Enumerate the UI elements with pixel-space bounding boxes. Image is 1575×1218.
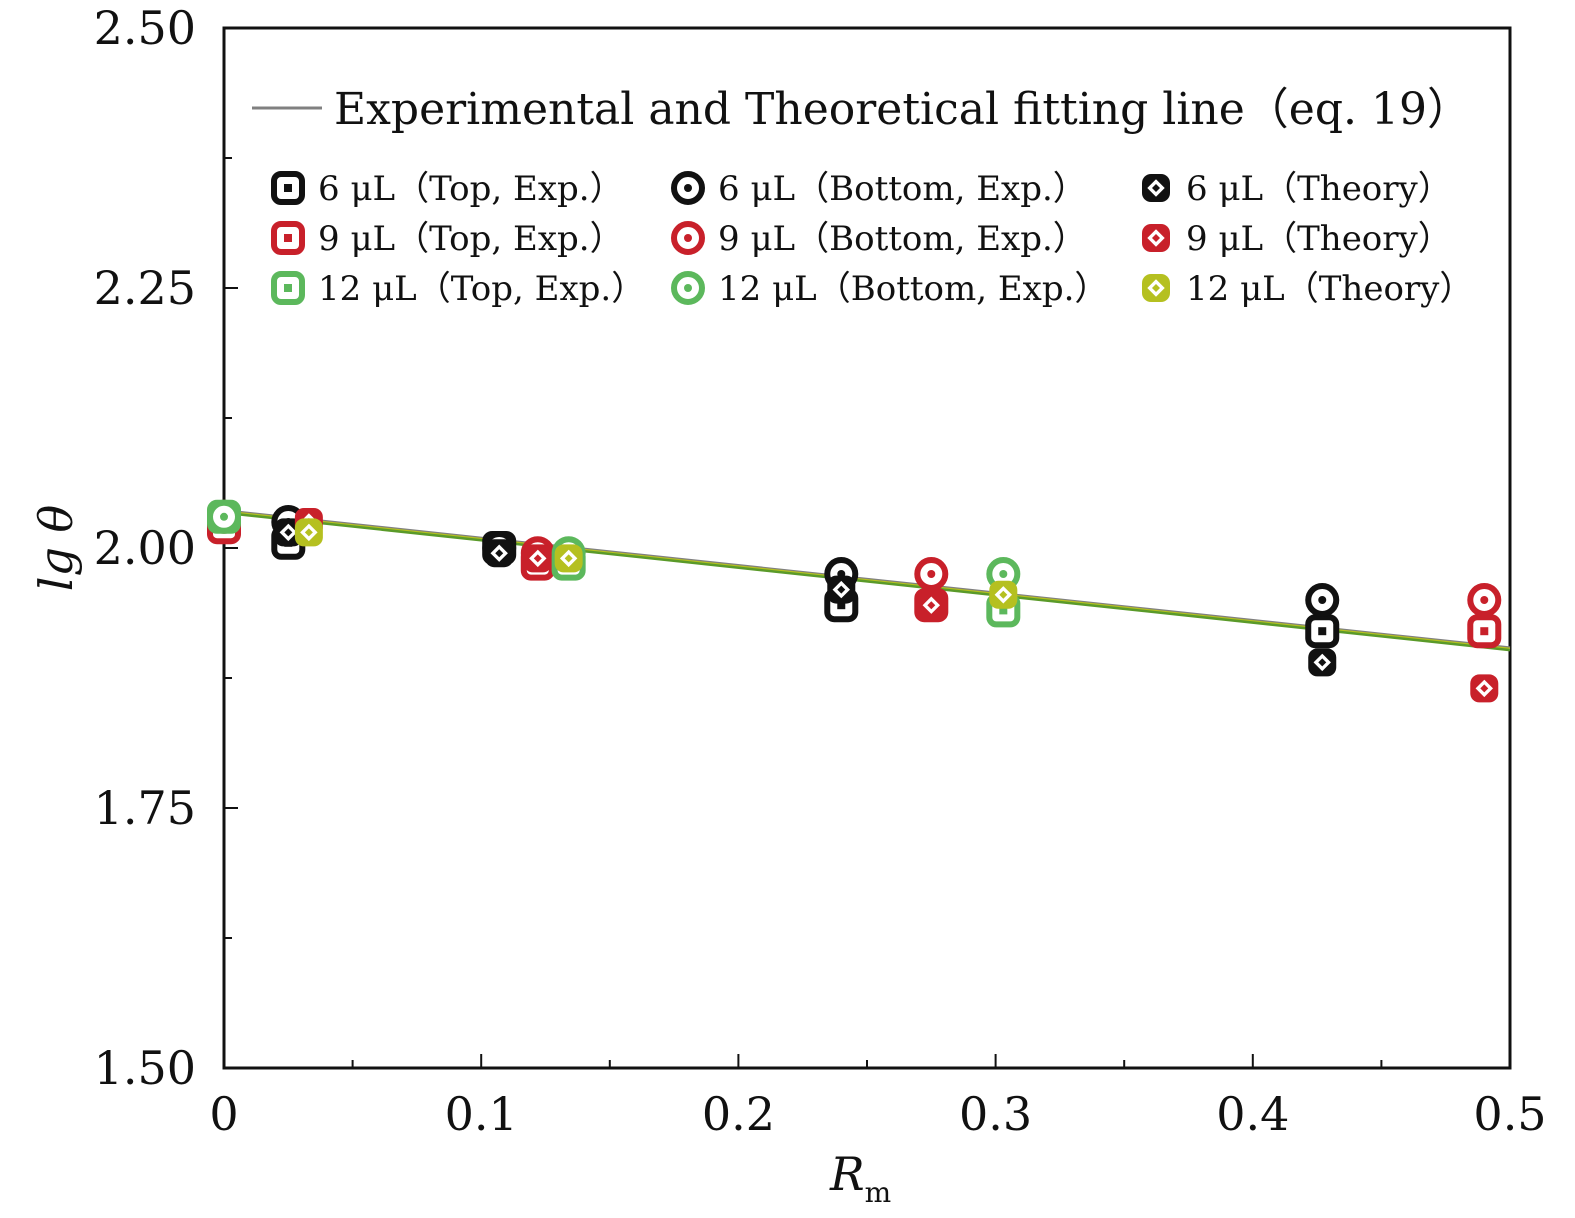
data-point-circle	[1467, 583, 1502, 617]
y-axis-title: lg θ	[29, 505, 83, 591]
legend-marker-circle	[671, 271, 705, 305]
legend-entry: 6 μL（Theory）	[1142, 169, 1452, 209]
axis-ticks	[223, 27, 1511, 1069]
data-point-diamond	[554, 544, 583, 573]
data-point-square	[1305, 614, 1340, 649]
y-tick-label: 1.75	[94, 781, 196, 835]
x-axis-title-main: R	[829, 1147, 865, 1201]
legend-entry: 12 μL（Theory）	[1142, 269, 1473, 309]
plot-area	[222, 26, 1512, 1070]
y-tick-label: 2.50	[94, 1, 196, 55]
data-point-circle	[207, 499, 241, 534]
y-tick-labels: 1.50 1.75 2.00 2.25 2.50	[94, 1, 196, 1095]
data-point-diamond	[294, 518, 323, 547]
x-tick-label: 0.1	[445, 1087, 518, 1141]
legend-label: 12 μL（Top, Exp.）	[318, 269, 645, 309]
legend-label: 6 μL（Theory）	[1186, 169, 1452, 209]
data-markers	[207, 499, 1502, 703]
legend-marker-circle	[671, 171, 705, 205]
x-axis-title-subscript: m	[865, 1176, 892, 1209]
legend-label: 9 μL（Top, Exp.）	[318, 219, 624, 259]
legend-marker-square	[271, 271, 305, 305]
legend-entry: 6 μL（Bottom, Exp.）	[671, 169, 1087, 209]
data-point-square	[1467, 614, 1502, 649]
y-tick-label: 2.00	[94, 521, 196, 575]
legend-label: 6 μL（Bottom, Exp.）	[718, 169, 1087, 209]
legend-entry: 6 μL（Top, Exp.）	[271, 169, 624, 209]
x-tick-label: 0	[209, 1087, 238, 1141]
x-tick-label: 0.3	[959, 1087, 1032, 1141]
legend-label: 9 μL（Theory）	[1186, 219, 1452, 259]
data-point-diamond	[523, 544, 552, 573]
legend-marker-diamond	[1142, 274, 1170, 302]
y-tick-label: 1.50	[94, 1041, 196, 1095]
legend-entry: 9 μL（Bottom, Exp.）	[671, 219, 1087, 259]
y-tick-label: 2.25	[94, 261, 196, 315]
legend-entry: 9 μL（Theory）	[1142, 219, 1452, 259]
legend-marker-square	[271, 171, 305, 205]
x-tick-labels: 0 0.1 0.2 0.3 0.4 0.5	[209, 1087, 1546, 1141]
data-point-circle	[914, 557, 949, 591]
legend-label: 12 μL（Theory）	[1186, 269, 1473, 309]
fit-line	[223, 511, 1511, 652]
x-tick-label: 0.5	[1473, 1087, 1546, 1141]
data-point-diamond	[485, 539, 514, 568]
data-point-circle	[1305, 583, 1340, 617]
data-point-diamond	[1308, 648, 1337, 677]
data-point-diamond	[827, 575, 856, 604]
data-point-diamond	[989, 580, 1018, 609]
legend-label: 12 μL（Bottom, Exp.）	[718, 269, 1108, 309]
x-tick-label: 0.4	[1216, 1087, 1289, 1141]
data-point-diamond	[1470, 674, 1499, 703]
legend-label: 9 μL（Bottom, Exp.）	[718, 219, 1087, 259]
data-point-diamond	[917, 591, 946, 620]
x-tick-label: 0.2	[702, 1087, 775, 1141]
legend-label: 6 μL（Top, Exp.）	[318, 169, 624, 209]
legend-marker-diamond	[1142, 174, 1170, 202]
fit-lines	[223, 509, 1511, 652]
legend-marker-diamond	[1142, 224, 1170, 252]
legend-marker-circle	[671, 221, 705, 255]
legend-series-entries: 6 μL（Top, Exp.） 6 μL（Bottom, Exp.） 6 μL（Th…	[271, 169, 1473, 309]
legend-entry: 12 μL（Top, Exp.）	[271, 269, 645, 309]
legend-marker-square	[271, 221, 305, 255]
x-axis-title: Rm	[829, 1147, 891, 1209]
legend-entry: 9 μL（Top, Exp.）	[271, 219, 624, 259]
legend: Experimental and Theoretical fitting lin…	[252, 84, 1473, 309]
legend-entry: 12 μL（Bottom, Exp.）	[671, 269, 1108, 309]
legend-fit-line-label: Experimental and Theoretical fitting lin…	[334, 84, 1471, 135]
